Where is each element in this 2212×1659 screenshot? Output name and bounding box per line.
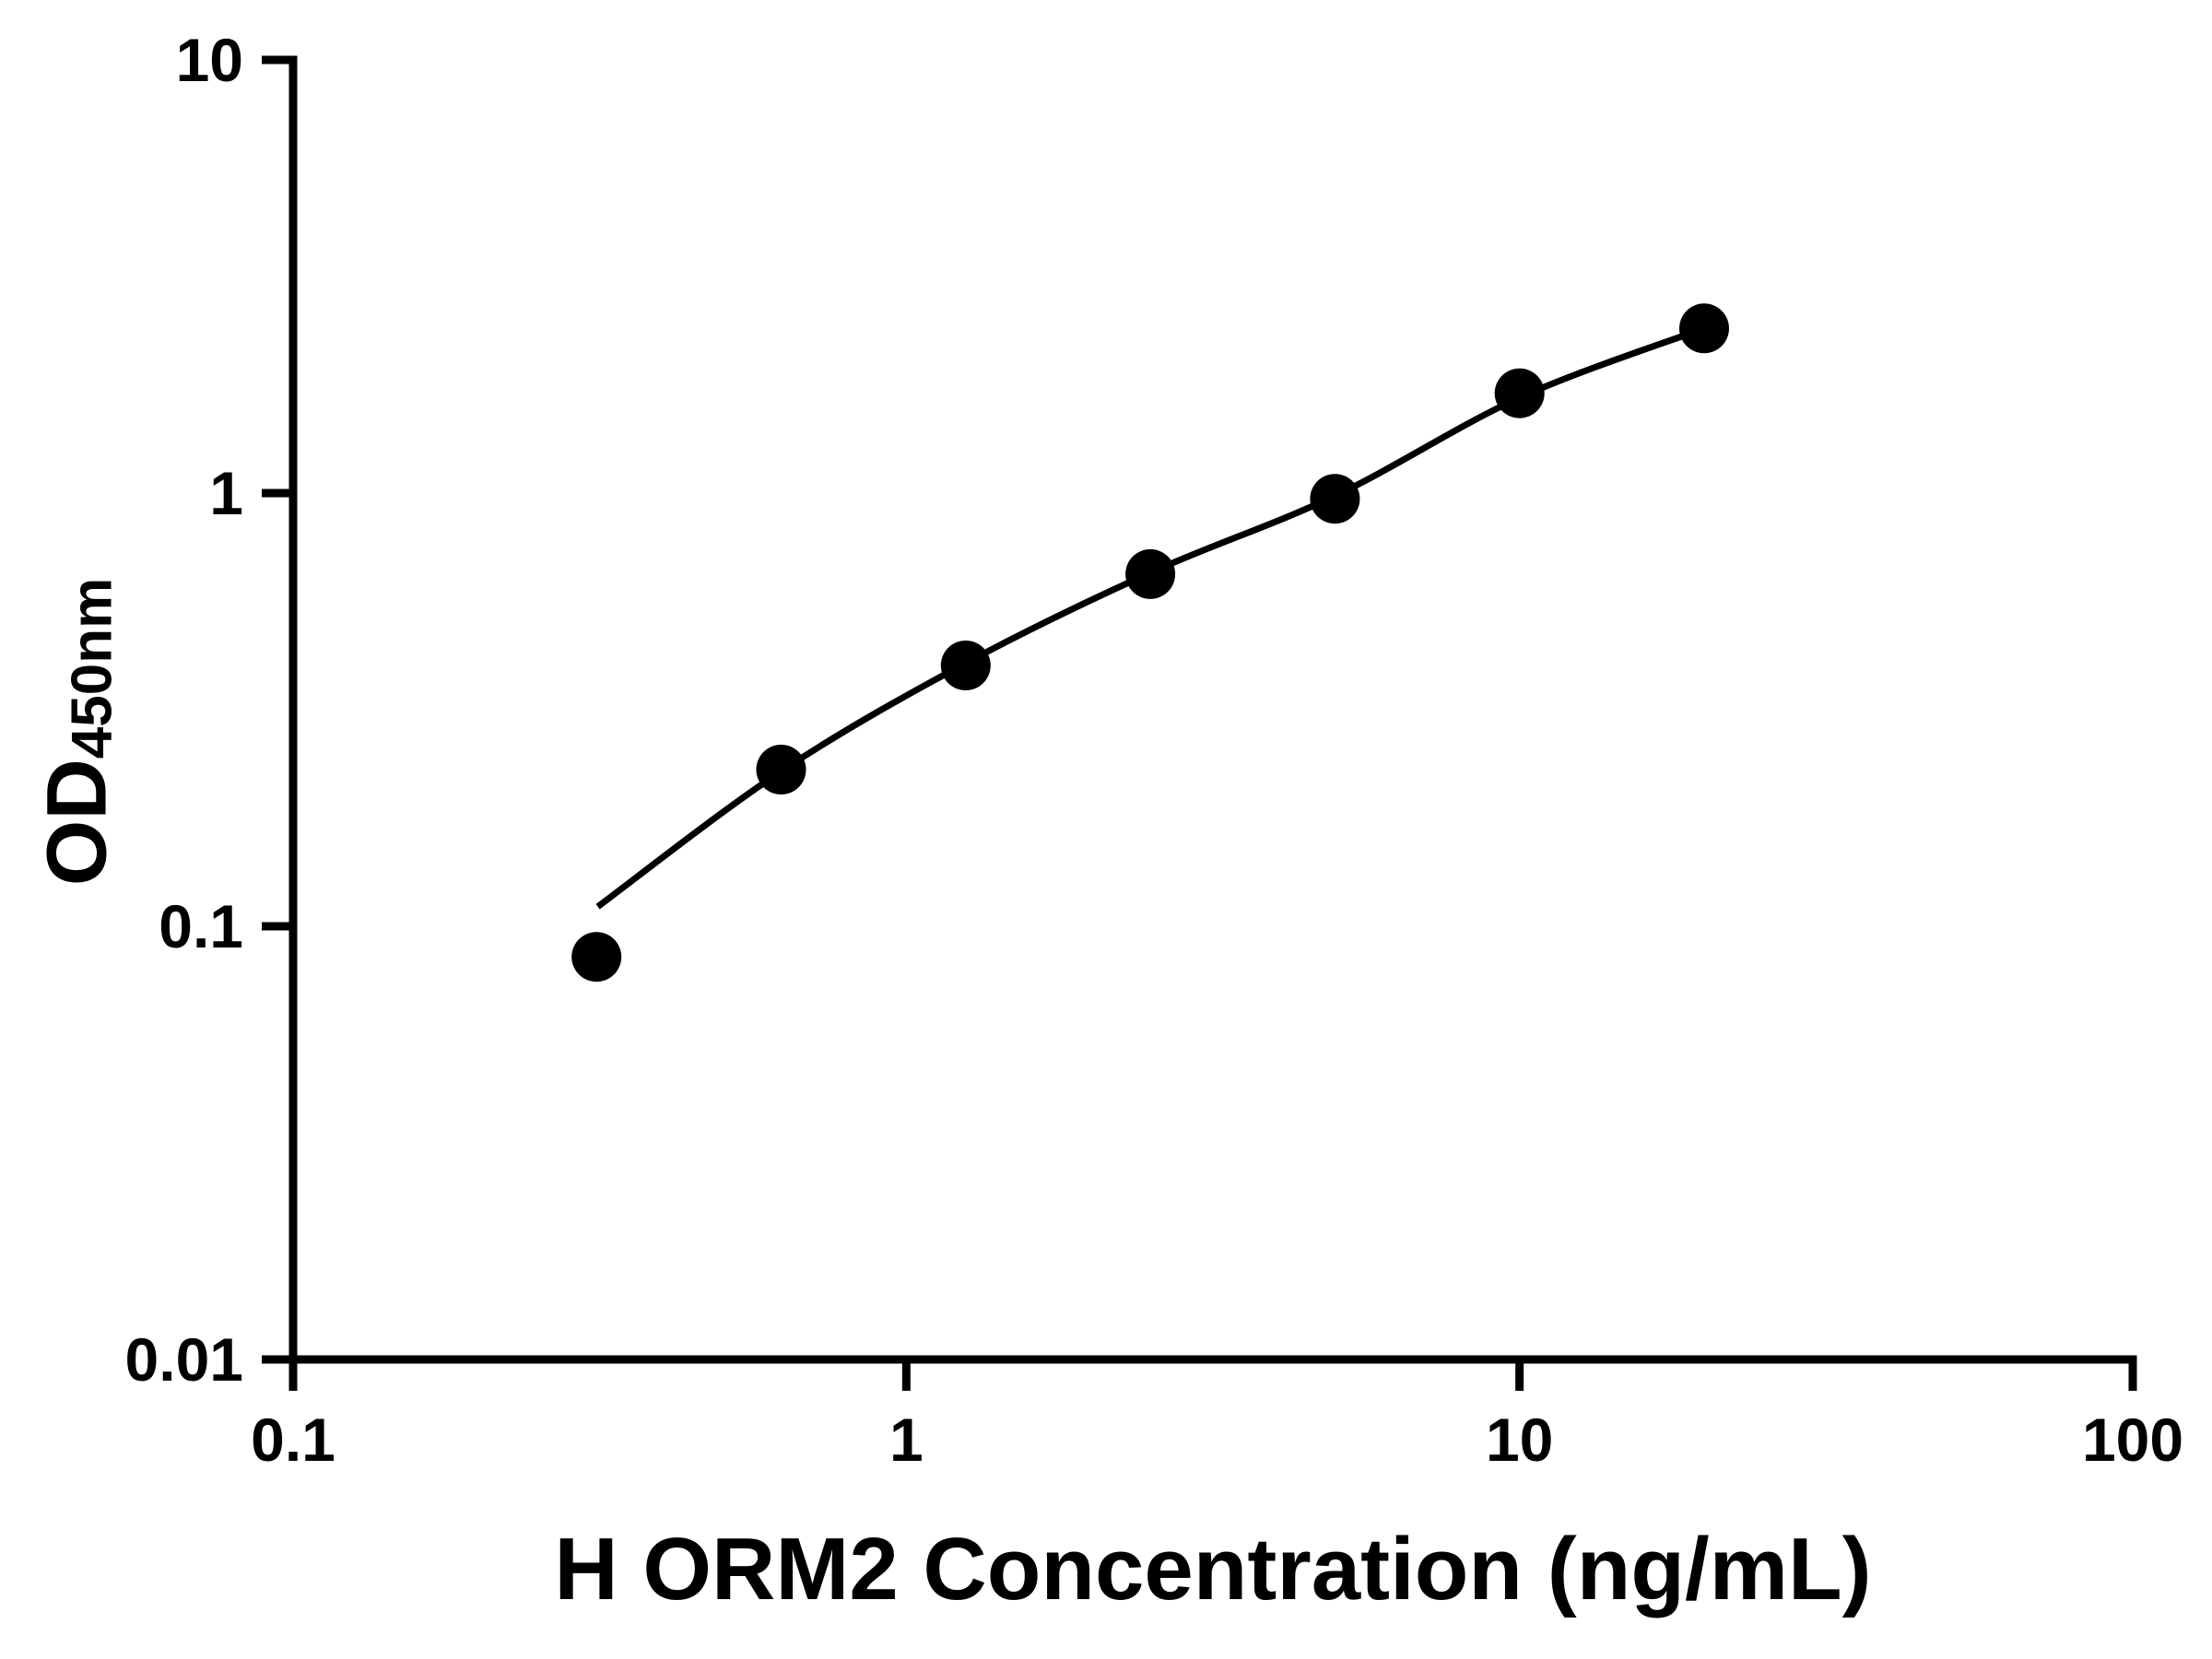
- data-point: [571, 932, 622, 982]
- data-point: [1494, 368, 1545, 418]
- data-point: [1310, 474, 1360, 524]
- x-tick-label: 1: [889, 1406, 924, 1474]
- y-axis-title-main: OD: [29, 759, 124, 887]
- y-tick-label: 1: [209, 459, 243, 527]
- y-tick-label: 10: [176, 26, 243, 94]
- y-tick-label: 0.01: [125, 1325, 243, 1394]
- x-axis-title: H ORM2 Concentration (ng/mL): [554, 1520, 1872, 1618]
- y-axis-title-sub: 450nm: [60, 577, 124, 759]
- x-tick-label: 10: [1486, 1406, 1553, 1474]
- fit-curve: [595, 325, 1706, 910]
- x-tick-label: 100: [2082, 1406, 2183, 1474]
- data-point: [940, 641, 991, 690]
- y-axis-title: OD450nm: [29, 578, 126, 886]
- data-point: [756, 745, 806, 794]
- y-tick-label: 0.1: [159, 892, 243, 960]
- data-point: [1679, 303, 1729, 354]
- x-tick-label: 0.1: [251, 1406, 335, 1474]
- data-point: [1125, 548, 1176, 599]
